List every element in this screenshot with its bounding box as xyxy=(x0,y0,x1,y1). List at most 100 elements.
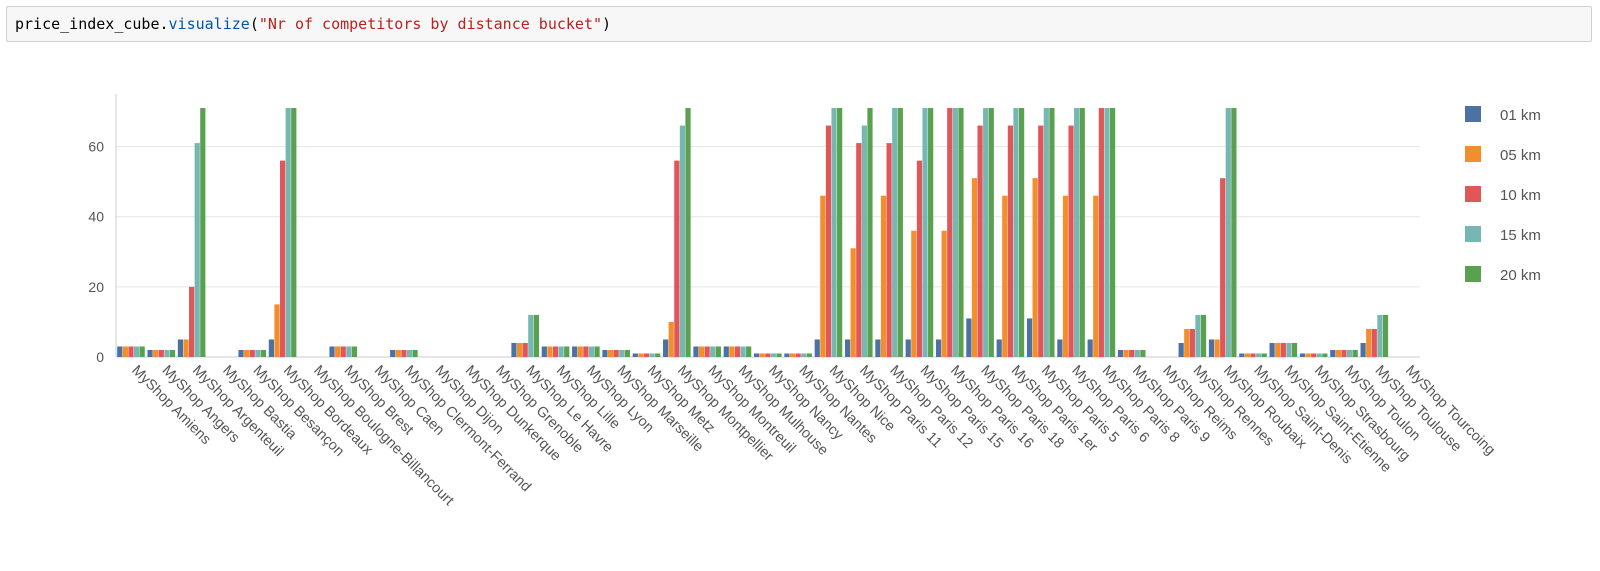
bar[interactable] xyxy=(1134,349,1140,357)
bar[interactable] xyxy=(1299,353,1306,357)
bar[interactable] xyxy=(776,353,782,357)
bar[interactable] xyxy=(1079,108,1085,357)
bar[interactable] xyxy=(1352,349,1358,357)
bar[interactable] xyxy=(1062,195,1069,357)
bar[interactable] xyxy=(820,195,826,357)
bar[interactable] xyxy=(351,346,358,357)
bar[interactable] xyxy=(255,349,261,357)
bar[interactable] xyxy=(249,349,255,357)
bar[interactable] xyxy=(619,349,625,357)
bar[interactable] xyxy=(1013,108,1019,357)
bar[interactable] xyxy=(194,143,200,357)
bar[interactable] xyxy=(1200,314,1207,357)
bar[interactable] xyxy=(511,342,517,357)
bar[interactable] xyxy=(412,349,418,357)
bar[interactable] xyxy=(1316,353,1322,357)
bar[interactable] xyxy=(1275,342,1281,357)
bar[interactable] xyxy=(1239,353,1245,357)
bar[interactable] xyxy=(958,108,964,357)
bar[interactable] xyxy=(1109,108,1116,357)
bar[interactable] xyxy=(279,160,286,357)
bar[interactable] xyxy=(547,346,553,357)
bar[interactable] xyxy=(541,346,547,357)
bar[interactable] xyxy=(1178,342,1184,357)
bar[interactable] xyxy=(1087,339,1093,357)
bar[interactable] xyxy=(128,346,134,357)
bar[interactable] xyxy=(710,346,716,357)
bar[interactable] xyxy=(517,342,523,357)
bar[interactable] xyxy=(886,143,892,357)
bar[interactable] xyxy=(806,353,812,357)
bar[interactable] xyxy=(1225,108,1231,357)
bar[interactable] xyxy=(1057,339,1063,357)
legend-label[interactable]: 01 km xyxy=(1500,107,1541,124)
bar[interactable] xyxy=(867,108,873,357)
bar[interactable] xyxy=(1007,125,1013,357)
bar[interactable] xyxy=(1220,178,1226,357)
bar[interactable] xyxy=(801,353,807,357)
bar[interactable] xyxy=(395,349,401,357)
bar[interactable] xyxy=(643,353,650,357)
bar[interactable] xyxy=(329,346,335,357)
bar[interactable] xyxy=(1043,108,1049,357)
bar[interactable] xyxy=(1291,342,1298,357)
bar[interactable] xyxy=(734,346,741,357)
bar[interactable] xyxy=(715,346,721,357)
bar[interactable] xyxy=(1049,108,1055,357)
bar[interactable] xyxy=(183,339,189,357)
bar[interactable] xyxy=(1208,339,1215,357)
bar[interactable] xyxy=(238,349,244,357)
bar[interactable] xyxy=(1184,328,1190,357)
bar[interactable] xyxy=(905,339,911,357)
bar[interactable] xyxy=(941,230,947,357)
bar[interactable] xyxy=(674,160,680,357)
bar[interactable] xyxy=(1129,349,1135,357)
bar[interactable] xyxy=(693,346,699,357)
legend-label[interactable]: 10 km xyxy=(1500,187,1541,204)
bar[interactable] xyxy=(1032,178,1038,357)
bar[interactable] xyxy=(825,125,832,357)
bar[interactable] xyxy=(668,321,674,357)
bar[interactable] xyxy=(1074,108,1080,357)
bar[interactable] xyxy=(1093,195,1099,357)
bar[interactable] xyxy=(784,353,790,357)
bar[interactable] xyxy=(1269,342,1275,357)
bar[interactable] xyxy=(164,349,170,357)
bar[interactable] xyxy=(875,339,881,357)
bar[interactable] xyxy=(558,346,564,357)
bar[interactable] xyxy=(528,314,534,357)
bar[interactable] xyxy=(572,346,578,357)
bar[interactable] xyxy=(795,353,801,357)
bar[interactable] xyxy=(1123,349,1129,357)
bar[interactable] xyxy=(117,346,123,357)
bar[interactable] xyxy=(632,353,638,357)
bar[interactable] xyxy=(1280,342,1286,357)
bar[interactable] xyxy=(1256,353,1262,357)
bar[interactable] xyxy=(147,349,153,357)
bar[interactable] xyxy=(1311,353,1317,357)
bar[interactable] xyxy=(533,314,539,357)
bar[interactable] xyxy=(522,342,528,357)
bar[interactable] xyxy=(947,108,953,357)
bar[interactable] xyxy=(139,346,145,357)
legend-label[interactable]: 15 km xyxy=(1500,227,1541,244)
bar[interactable] xyxy=(897,108,903,357)
bar[interactable] xyxy=(583,346,589,357)
bar[interactable] xyxy=(1117,349,1124,357)
bar[interactable] xyxy=(1231,108,1237,357)
bar[interactable] xyxy=(1341,349,1347,357)
bar[interactable] xyxy=(988,108,994,357)
bar[interactable] xyxy=(291,108,297,357)
bar[interactable] xyxy=(133,346,140,357)
bar[interactable] xyxy=(935,339,942,357)
bar[interactable] xyxy=(983,108,989,357)
bar[interactable] xyxy=(977,125,983,357)
bar[interactable] xyxy=(1377,314,1383,357)
bar[interactable] xyxy=(746,346,752,357)
bar[interactable] xyxy=(1026,318,1033,357)
bar[interactable] xyxy=(1250,353,1256,357)
bar[interactable] xyxy=(1038,125,1044,357)
bar[interactable] xyxy=(844,339,851,357)
bar[interactable] xyxy=(607,349,614,357)
bar[interactable] xyxy=(759,353,765,357)
